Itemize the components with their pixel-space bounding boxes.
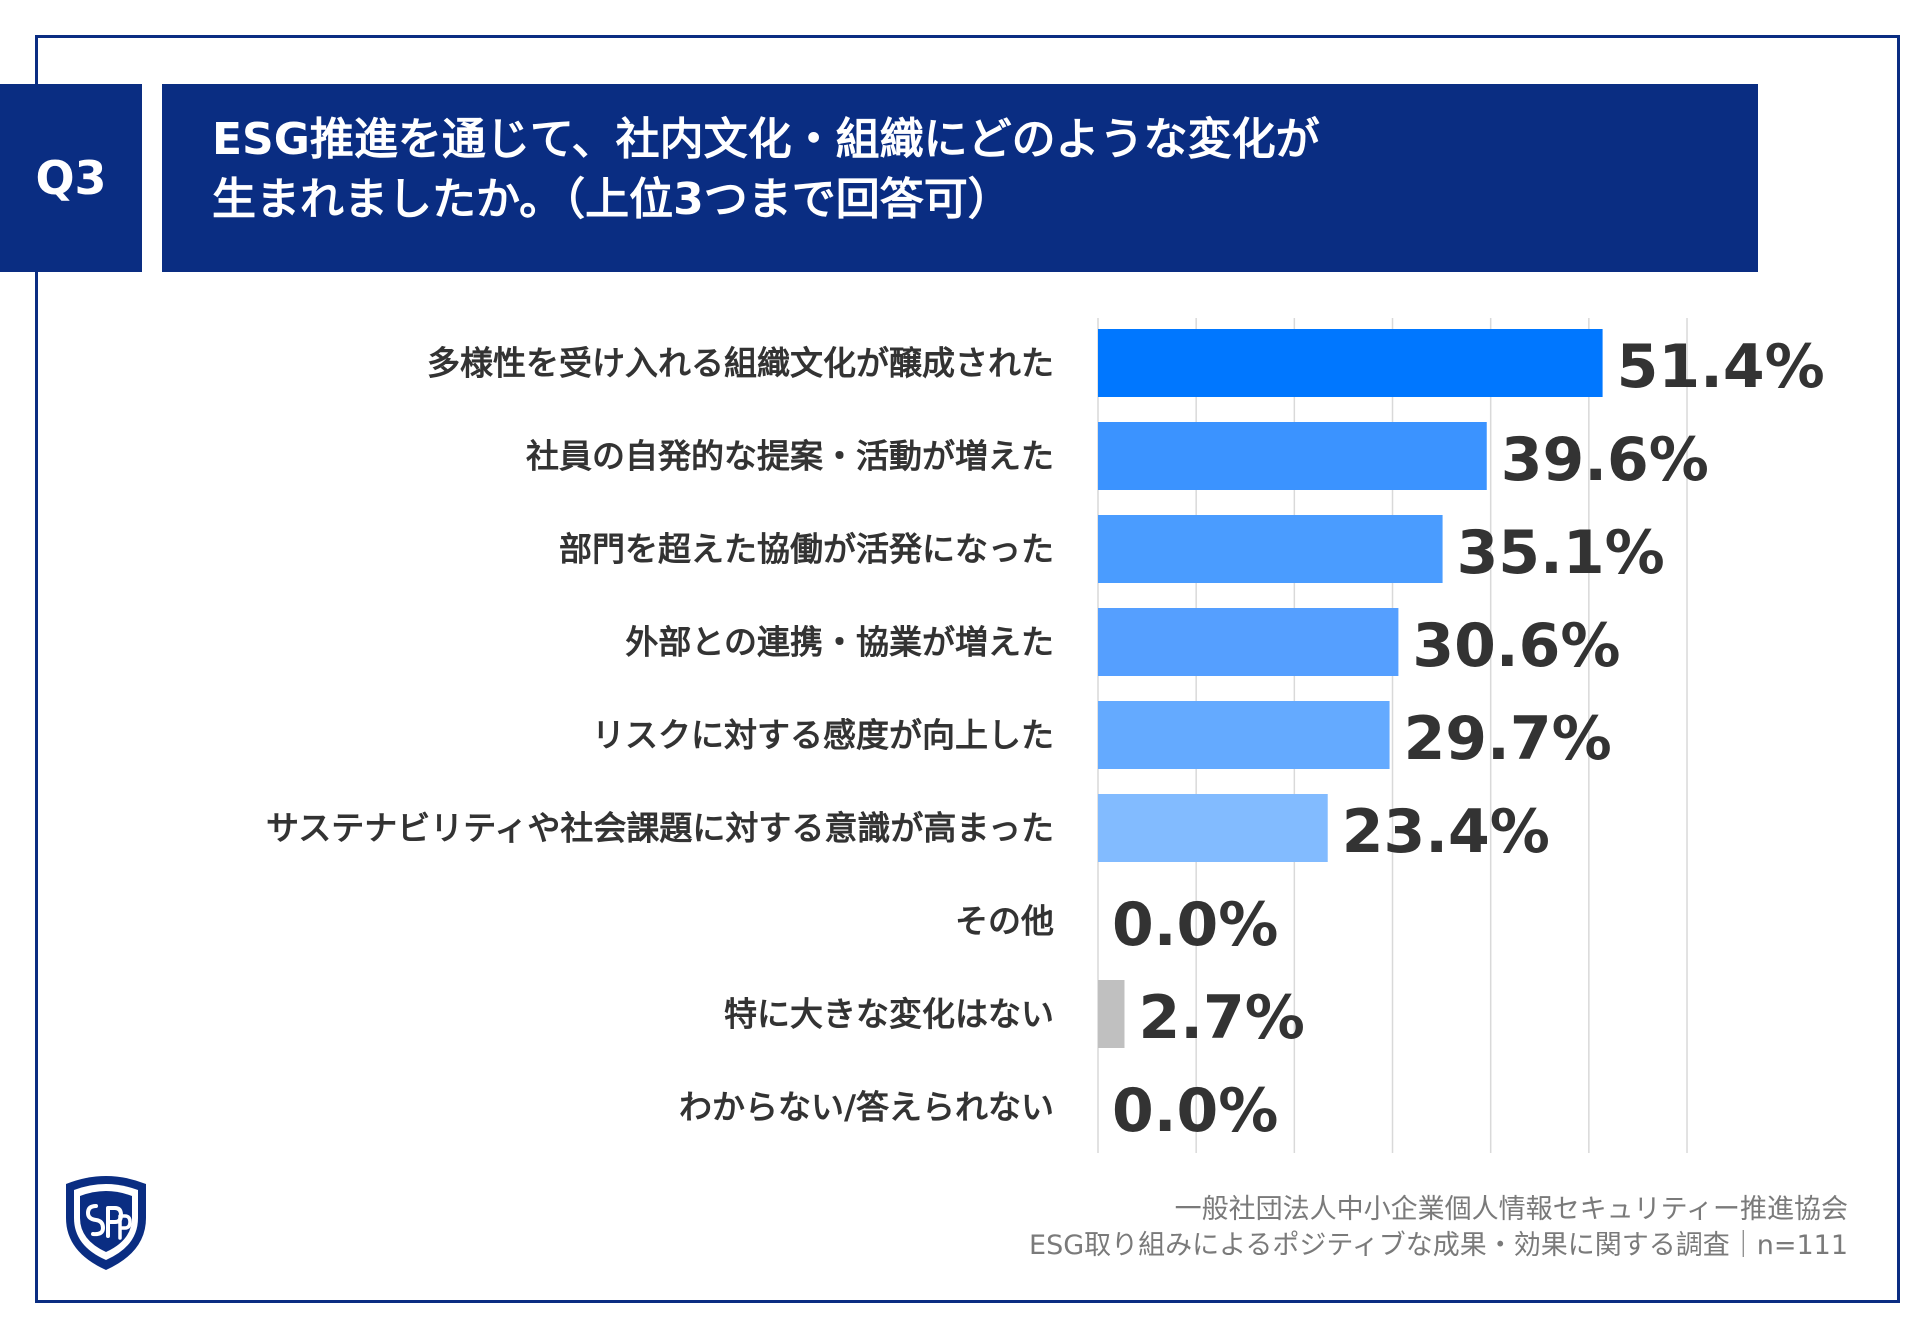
category-label: 外部との連携・協業が増えた	[625, 623, 1054, 662]
chart-title-line1: ESG推進を通じて、社内文化・組織にどのような変化が	[212, 114, 1320, 165]
category-label: その他	[955, 902, 1054, 941]
value-label: 23.4%	[1342, 797, 1550, 867]
value-label: 51.4%	[1617, 332, 1825, 402]
value-label: 0.0%	[1112, 890, 1278, 960]
question-badge: Q3	[0, 84, 142, 272]
value-label: 0.0%	[1112, 1076, 1278, 1146]
bar	[1098, 794, 1328, 862]
bar	[1098, 608, 1399, 676]
category-label: 特に大きな変化はない	[724, 995, 1054, 1034]
footer-org: 一般社団法人中小企業個人情報セキュリティー推進協会	[1174, 1194, 1848, 1225]
category-label: リスクに対する感度が向上した	[592, 716, 1054, 755]
source-footer: 一般社団法人中小企業個人情報セキュリティー推進協会 ESG取り組みによるポジティ…	[1029, 1192, 1848, 1264]
value-label: 2.7%	[1139, 983, 1305, 1053]
bar	[1098, 329, 1603, 397]
category-label: 多様性を受け入れる組織文化が醸成された	[427, 344, 1054, 383]
title-banner: ESG推進を通じて、社内文化・組織にどのような変化が 生まれましたか。（上位3つ…	[162, 84, 1758, 272]
chart-frame	[35, 35, 1900, 1303]
category-label: わからない/答えられない	[679, 1088, 1054, 1127]
footer-survey: ESG取り組みによるポジティブな成果・効果に関する調査｜n=111	[1029, 1230, 1848, 1261]
value-label: 30.6%	[1412, 611, 1620, 681]
bar	[1098, 515, 1443, 583]
value-label: 39.6%	[1501, 425, 1709, 495]
bar	[1098, 980, 1125, 1048]
bar	[1098, 701, 1390, 769]
chart-title-line2: 生まれましたか。（上位3つまで回答可）	[212, 174, 1012, 225]
category-label: 社員の自発的な提案・活動が増えた	[526, 437, 1054, 476]
value-label: 35.1%	[1457, 518, 1665, 588]
bar	[1098, 422, 1487, 490]
value-label: 29.7%	[1404, 704, 1612, 774]
spp-shield-logo	[66, 1176, 146, 1270]
category-label: サステナビリティや社会課題に対する意識が高まった	[266, 809, 1054, 848]
question-badge-label: Q3	[35, 151, 107, 205]
category-label: 部門を超えた協働が活発になった	[559, 530, 1054, 569]
